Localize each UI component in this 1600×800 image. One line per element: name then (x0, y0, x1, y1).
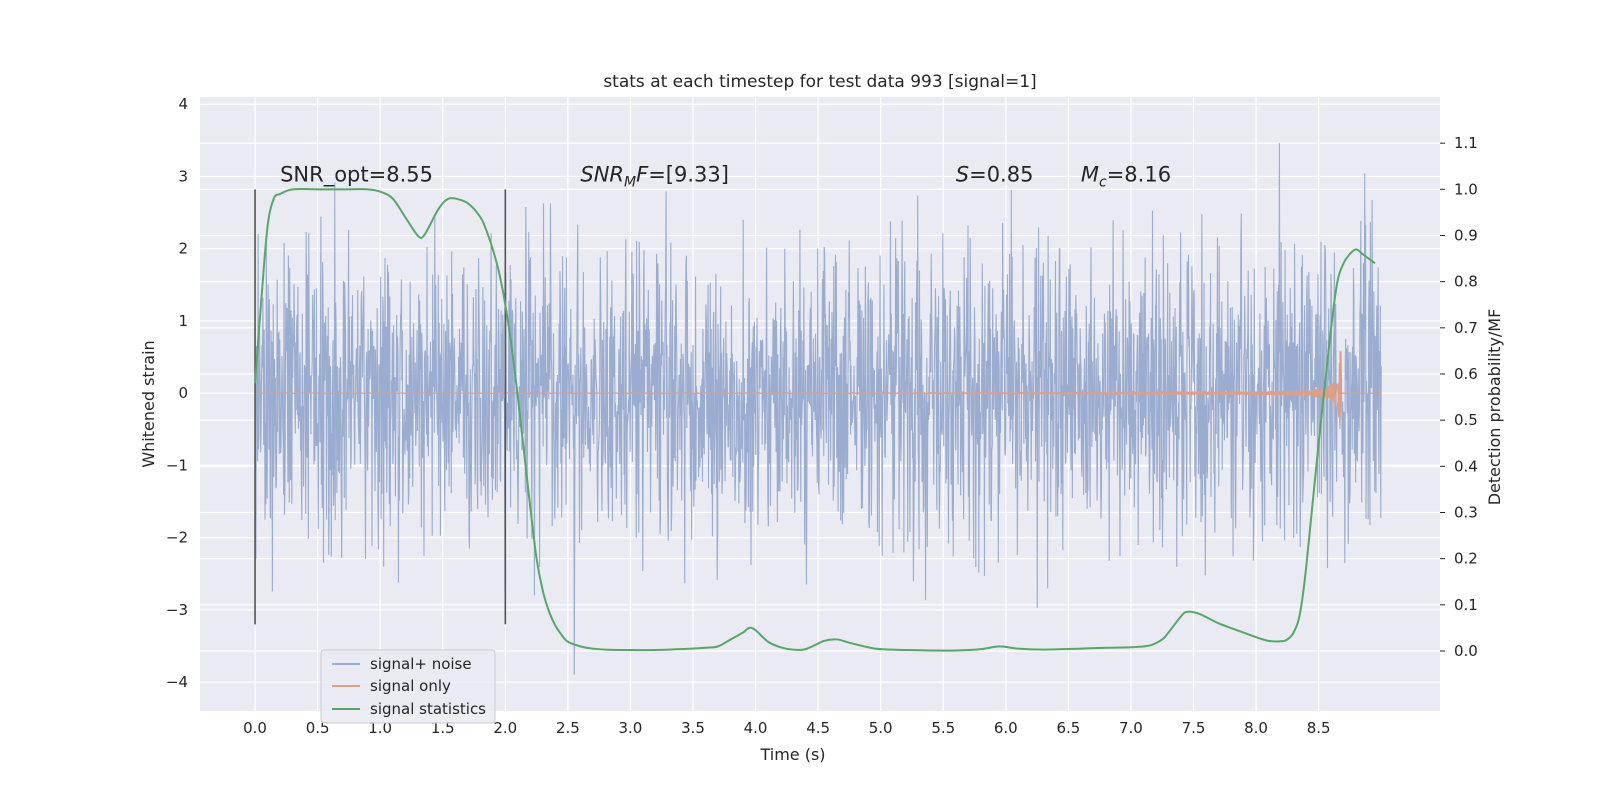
x-tick-label: 0.5 (306, 719, 330, 737)
x-tick-label: 7.5 (1182, 719, 1206, 737)
x-tick-label: 4.0 (744, 719, 768, 737)
y-right-axis-title: Detection probability/MF (1485, 309, 1504, 506)
y-right-tick-label: 0.2 (1454, 550, 1478, 568)
legend-box (320, 649, 496, 724)
x-tick-label: 5.5 (931, 719, 955, 737)
y-right-tick-label: 0.8 (1454, 273, 1478, 291)
y-left-tick-label: 2 (178, 240, 188, 258)
y-right-tick-label: 0.9 (1454, 226, 1478, 244)
chart-title: stats at each timestep for test data 993… (603, 72, 1036, 92)
y-right-tick-label: 0.3 (1454, 503, 1478, 521)
legend-stats-label: signal statistics (370, 700, 486, 718)
signal-only-series (254, 350, 1382, 425)
x-tick-label: 3.5 (681, 719, 705, 737)
series-signal-only-line (254, 350, 1382, 425)
annotation-text: SNR_opt=8.55 (280, 163, 433, 188)
x-tick-label: 3.0 (619, 719, 643, 737)
y-left-tick-label: 3 (178, 167, 188, 185)
y-left-tick-label: −1 (166, 456, 188, 474)
annotations: SNR_opt=8.55 SNRMF=[9.33] S=0.85 Mc=8.16 (280, 163, 1171, 191)
x-tick-label: 0.0 (243, 719, 267, 737)
y-right-tick-label: 0.5 (1454, 411, 1478, 429)
annotation-text: S=0.85 (956, 163, 1034, 187)
y-right-tick-label: 0.7 (1454, 319, 1478, 337)
signal-noise-series (254, 143, 1382, 675)
y-right-tick-label: 1.0 (1454, 180, 1478, 198)
x-tick-label: 6.5 (1056, 719, 1080, 737)
vertical-markers (254, 189, 507, 625)
series-signal-noise-line (254, 143, 1382, 675)
y-right-tick-label: 0.6 (1454, 365, 1478, 383)
x-tick-label: 2.0 (493, 719, 517, 737)
y-right-tick-label: 0.1 (1454, 596, 1478, 614)
y-left-axis-title: Whitened strain (139, 340, 158, 467)
x-tick-label: 2.5 (556, 719, 580, 737)
y-left-tick-label: 0 (178, 384, 188, 402)
legend-signal-label: signal only (370, 677, 451, 695)
x-tick-label: 5.0 (869, 719, 893, 737)
x-axis-title: Time (s) (759, 745, 825, 764)
legend: signal+ noise signal only signal statist… (320, 649, 496, 724)
y-right-tick-label: 0.0 (1454, 642, 1478, 660)
y-left-tick-label: 4 (178, 95, 188, 113)
y-left-tick-label: −4 (166, 673, 188, 691)
signal-statistics-series (254, 187, 1376, 652)
annotation-text: SNRMF=[9.33] (580, 163, 729, 191)
y-left-tick-label: −2 (166, 529, 188, 547)
y-right-tick-label: 0.4 (1454, 457, 1478, 475)
x-tick-label: 7.0 (1119, 719, 1143, 737)
x-tick-label: 8.5 (1307, 719, 1331, 737)
y-left-tick-label: 1 (178, 312, 188, 330)
series-signal-statistics-line (254, 187, 1376, 652)
x-tick-label: 8.0 (1244, 719, 1268, 737)
legend-noise-label: signal+ noise (370, 655, 472, 673)
x-tick-label: 4.5 (806, 719, 830, 737)
x-tick-label: 6.0 (994, 719, 1018, 737)
annotation-text: Mc=8.16 (1081, 163, 1171, 191)
y-left-tick-label: −3 (166, 601, 188, 619)
y-right-axis-ticks: 1.1 1.0 0.9 0.8 0.7 0.6 0.5 0.4 0.3 0.2 0.1 0.0 (1440, 134, 1478, 660)
y-right-tick-label: 1.1 (1454, 134, 1478, 152)
y-left-axis-ticks: 4 3 2 1 0 −1 −2 −3 −4 (166, 95, 188, 691)
